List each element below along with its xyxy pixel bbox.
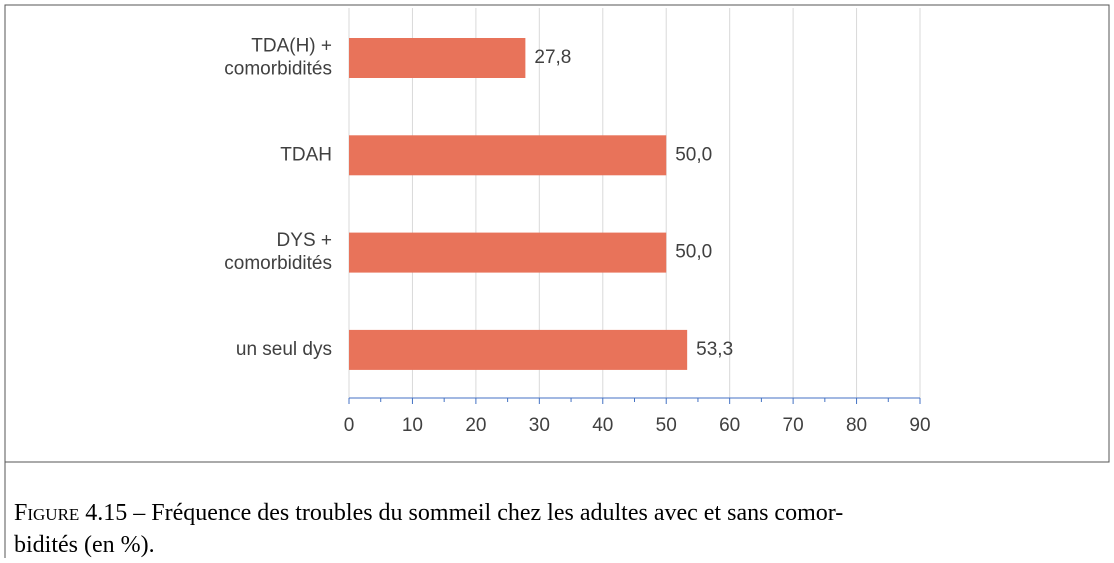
bar — [349, 135, 667, 176]
x-tick-label: 90 — [909, 415, 930, 436]
y-tick-label: comorbidités — [224, 59, 332, 80]
y-tick-label: comorbidités — [224, 253, 332, 274]
x-tick-label: 70 — [783, 415, 804, 436]
x-tick-label: 30 — [529, 415, 550, 436]
frame — [4, 4, 1110, 463]
y-tick-label: un seul dys — [236, 339, 332, 360]
y-tick-label: DYS + — [277, 230, 332, 251]
y-tick-label: TDAH — [280, 144, 332, 165]
caption-label: Figure 4.15 — [14, 500, 127, 526]
value-label: 50,0 — [675, 242, 712, 263]
value-label: 53,3 — [696, 339, 733, 360]
x-tick-label: 20 — [465, 415, 486, 436]
x-tick-label: 60 — [719, 415, 740, 436]
caption-text: Fréquence des troubles du sommeil chez l… — [151, 500, 843, 526]
x-tick-label: 40 — [592, 415, 613, 436]
x-tick-label: 50 — [656, 415, 677, 436]
x-tick-label: 10 — [402, 415, 423, 436]
bar — [349, 232, 667, 273]
y-tick-label: TDA(H) + — [251, 36, 332, 57]
x-tick-label: 0 — [344, 415, 355, 436]
bar — [349, 38, 526, 78]
caption-line: Figure 4.15 – Fréquence des troubles du … — [14, 500, 843, 526]
caption-separator: – — [132, 500, 146, 526]
x-tick-label: 80 — [846, 415, 867, 436]
caption-text: bidités (en %). — [14, 532, 155, 558]
value-label: 27,8 — [534, 47, 571, 68]
bar — [349, 329, 688, 370]
value-label: 50,0 — [675, 144, 712, 165]
